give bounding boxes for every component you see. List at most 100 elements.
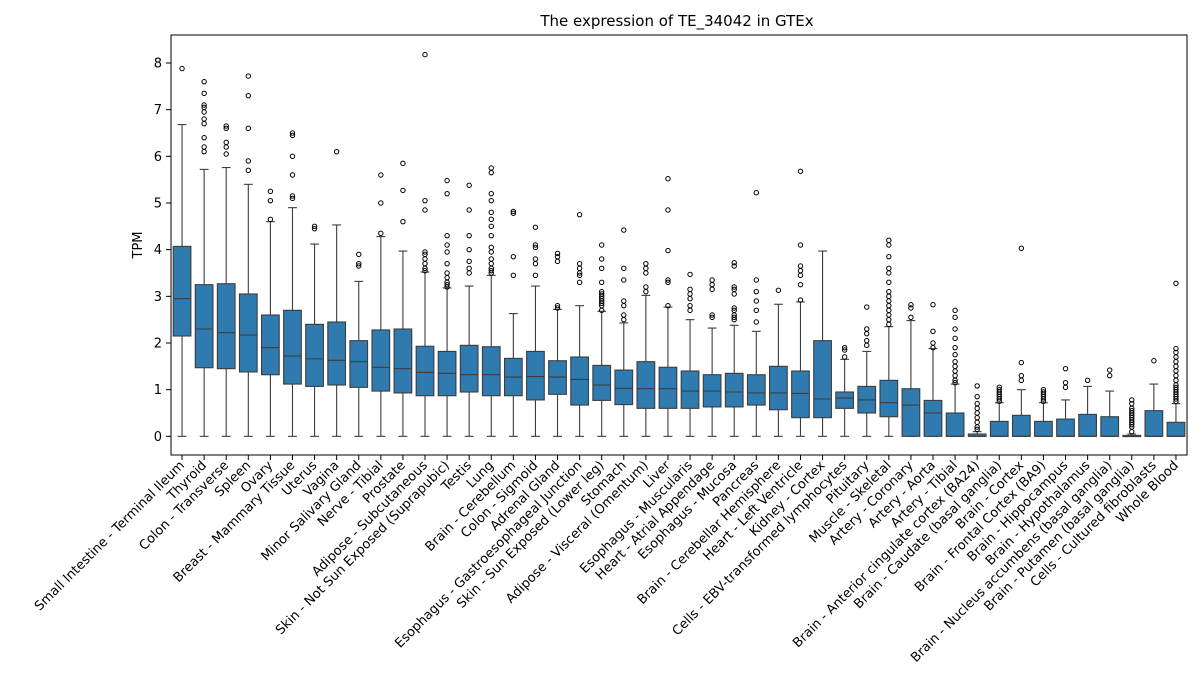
box-iqr [769,365,788,411]
box-iqr [1056,418,1075,437]
box-artery-aorta [923,302,943,437]
box-prostate [393,160,413,437]
outlier-point [598,291,605,297]
outlier-point [753,190,760,196]
box-iqr [835,391,855,409]
outlier-point [731,307,737,314]
outlier-point [709,312,715,318]
outlier-point [952,326,958,332]
outlier-point [245,158,252,164]
outlier-point [886,237,892,244]
outlier-point [841,354,848,360]
box-iqr [216,283,236,370]
box-whole-blood [1166,280,1186,437]
outlier-point [223,151,229,157]
outlier-point [532,272,539,279]
box-lung [481,165,501,437]
outlier-point [1173,384,1179,391]
outlier-point [952,335,958,342]
outlier-point [1040,389,1047,395]
box-iqr [194,284,214,369]
y-tick-label: 2 [154,337,162,352]
outlier-point [201,90,207,97]
box-pituitary [857,304,877,437]
box-muscle-skeletal [879,237,899,437]
outlier-point [378,172,384,178]
box-heart-left-ventricle [791,168,810,437]
box-stomach [614,227,634,437]
outlier-point [400,218,406,225]
box-iqr [724,372,744,408]
outlier-point [289,195,296,202]
outlier-point [444,232,450,239]
outlier-point [311,223,318,230]
box-esophagus-gastroesophageal-junction [570,211,589,437]
box-heart-atrial-appendage [702,277,722,437]
box-iqr [172,245,192,337]
outlier-point [488,197,494,204]
outlier-point [731,305,737,311]
outlier-point [797,242,804,248]
outlier-point [1062,379,1069,386]
outlier-point [598,265,605,272]
outlier-point [709,314,715,321]
outlier-point [488,165,494,171]
box-iqr [393,328,413,394]
outlier-point [731,284,737,290]
outlier-point [488,232,494,239]
outlier-point [621,227,627,233]
outlier-point [422,251,428,258]
outlier-point [245,92,252,99]
outlier-point [510,253,517,260]
box-iqr [349,340,369,388]
outlier-point [996,386,1002,393]
outlier-point [1173,345,1179,352]
box-artery-coronary [901,302,921,437]
outlier-point [643,260,649,267]
box-iqr [305,323,324,387]
outlier-point [908,314,914,321]
outlier-point [488,256,494,262]
outlier-point [289,193,296,199]
outlier-point [510,210,517,216]
outlier-point [1129,400,1135,407]
box-iqr [680,370,700,409]
outlier-point [665,207,671,213]
outlier-point [731,314,737,321]
outlier-point [1018,372,1025,379]
outlier-point [841,347,848,353]
outlier-point [952,314,958,321]
box-iqr [989,420,1009,437]
outlier-point [289,172,296,178]
outlier-point [731,286,737,293]
outlier-point [621,312,627,318]
outlier-point [466,182,472,188]
box-iqr [923,399,943,437]
box-adrenal-gland [548,250,567,437]
outlier-point [886,265,892,272]
outlier-point [753,277,760,283]
box-minor-salivary-gland [349,251,369,437]
y-tick-label: 3 [154,290,162,305]
outlier-point [488,223,494,230]
box-brain-hippocampus [1056,365,1075,437]
outlier-point [554,250,561,257]
outlier-point [864,304,870,310]
outlier-point [466,232,472,239]
box-brain-cortex [1011,245,1031,437]
outlier-point [576,279,583,286]
outlier-point [444,190,450,197]
outlier-point [621,265,627,272]
outlier-point [621,298,627,304]
outlier-point [267,197,274,204]
outlier-point [974,383,980,389]
outlier-point [687,302,693,309]
outlier-point [731,260,737,266]
outlier-point [974,393,980,400]
outlier-point [731,263,737,269]
outlier-point [466,258,472,265]
outlier-point [1084,377,1091,384]
outlier-point [996,384,1002,391]
